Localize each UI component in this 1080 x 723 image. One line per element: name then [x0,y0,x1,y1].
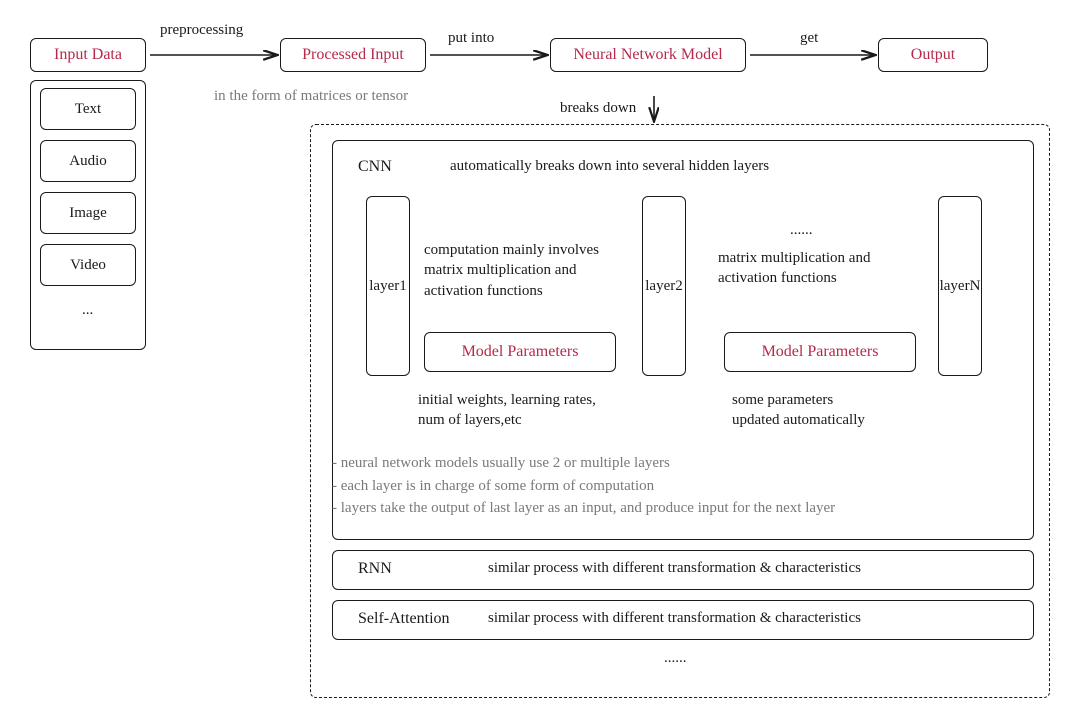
arrow1-caption: computation mainly involves matrix multi… [424,240,599,301]
cnn-bullets: - neural network models usually use 2 or… [332,452,835,520]
attention-caption: similar process with different transform… [488,610,861,627]
rnn-caption: similar process with different transform… [488,560,861,577]
arrow2-caption: matrix multiplication and activation fun… [718,248,870,289]
model-params-box-2: Model Parameters [724,332,916,372]
label-put-into: put into [448,30,494,47]
label-get: get [800,30,818,47]
box-output: Output [878,38,988,72]
attention-title: Self-Attention [358,610,450,628]
input-categories-outline [30,80,146,350]
rnn-title: RNN [358,560,392,578]
layer1-box: layer1 [366,196,410,376]
params1-note: initial weights, learning rates, num of … [418,390,596,431]
label-subnote: in the form of matrices or tensor [214,88,408,105]
cnn-title: CNN [358,158,392,176]
box-processed-input: Processed Input [280,38,426,72]
params2-note: some parameters updated automatically [732,390,865,431]
model-params-box-1: Model Parameters [424,332,616,372]
label-breaks-down: breaks down [560,100,636,117]
box-input-data: Input Data [30,38,146,72]
label-preprocessing: preprocessing [160,22,243,39]
box-nn-model: Neural Network Model [550,38,746,72]
bottom-ellipsis: ...... [664,650,687,667]
cnn-caption: automatically breaks down into several h… [450,158,769,175]
layer2-box: layer2 [642,196,686,376]
layerN-box: layerN [938,196,982,376]
arrow2-dots: ...... [790,222,813,239]
